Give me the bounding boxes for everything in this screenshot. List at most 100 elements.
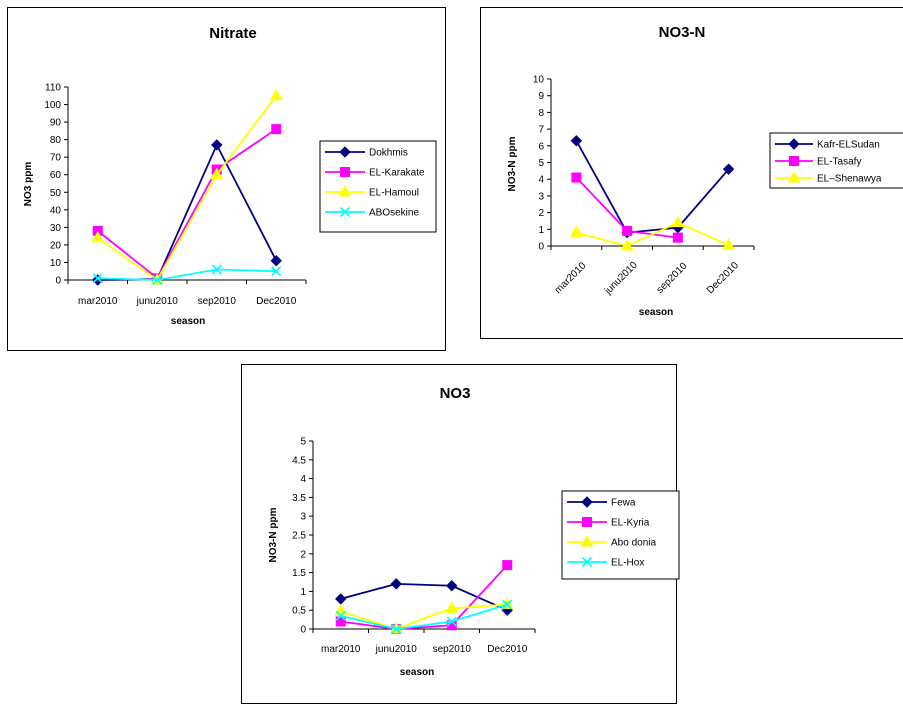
- y-tick-label: 1: [300, 587, 306, 598]
- legend-entry: EL-Hox: [611, 558, 644, 569]
- x-tick-label: mar2010: [78, 296, 118, 307]
- data-point: [270, 254, 282, 267]
- data-point: [570, 225, 583, 238]
- series-el-tasafy: [571, 172, 683, 243]
- legend: Dokhmis EL-Karakate EL-Hamoul ABOsekine: [319, 140, 437, 233]
- data-point: [92, 273, 103, 284]
- series-el-kyria: [335, 560, 513, 634]
- data-point: [570, 135, 583, 147]
- series-line: [340, 603, 508, 630]
- chart-svg: NO3 0 0.5 1 1.5 2 2.5 3 3.5 4 4.5 5 mar2010 junu2010 s…: [268, 385, 680, 678]
- legend-entry: EL-Kyria: [611, 518, 650, 529]
- data-point: [671, 215, 685, 228]
- series-fewa: [335, 578, 513, 616]
- x-tick-label: sep2010: [655, 260, 690, 295]
- series-el-shenawya: [570, 215, 735, 251]
- x-tick-label: Dec2010: [487, 644, 527, 655]
- x-axis-label: season: [639, 307, 673, 318]
- y-tick-label: 50: [50, 188, 62, 199]
- legend-swatch-marker: [339, 146, 351, 158]
- series-line: [340, 564, 508, 630]
- y-tick-label: 5: [300, 437, 306, 448]
- y-tick-label: 80: [50, 135, 62, 146]
- x-axis-label: season: [171, 316, 205, 327]
- y-tick-label: 6: [538, 141, 544, 152]
- legend-swatch-marker: [789, 156, 799, 166]
- y-tick-label: 2.5: [292, 531, 306, 542]
- legend-entry: EL-Karakate: [369, 168, 425, 179]
- series-line: [575, 140, 730, 234]
- y-axis-label: NO3-N ppm: [507, 136, 518, 191]
- chart-svg: Nitrate 0 10 20 30 40 50 60 70 80 90 100 110 mar2010 j…: [23, 25, 437, 327]
- x-tick-label: sep2010: [433, 644, 472, 655]
- data-point: [210, 167, 224, 180]
- legend-box: [561, 490, 680, 580]
- data-point: [446, 580, 458, 592]
- data-point: [335, 616, 346, 627]
- series-el-hox: [335, 599, 513, 635]
- y-tick-label: 110: [45, 83, 61, 94]
- legend-entry: EL-Hamoul: [369, 188, 419, 199]
- y-tick-label: 5: [538, 158, 544, 169]
- data-point: [446, 616, 457, 627]
- y-tick-label: 10: [533, 75, 545, 86]
- series-el-hamoul: [91, 88, 283, 285]
- y-tick-label: 0: [300, 625, 306, 636]
- y-tick-label: 20: [50, 240, 62, 251]
- series-line: [340, 582, 508, 612]
- data-point: [445, 601, 459, 613]
- legend-swatch-marker: [787, 170, 801, 183]
- legend-entry: EL–Shenawya: [817, 174, 882, 185]
- y-tick-label: 1: [538, 225, 544, 236]
- y-axis-label: NO3-N ppm: [268, 507, 279, 562]
- y-tick-label: 4: [300, 474, 306, 485]
- y-tick-label: 3: [300, 512, 306, 523]
- data-point: [335, 593, 347, 605]
- data-point: [211, 139, 223, 151]
- x-tick-label: Dec2010: [705, 260, 741, 296]
- data-point: [334, 604, 348, 616]
- y-tick-label: 1.5: [292, 568, 306, 579]
- no3-chart-panel: NO3 0 0.5 1 1.5 2 2.5 3 3.5 4 4.5 5 mar2010 junu2010 s…: [241, 364, 680, 704]
- data-point: [269, 88, 283, 101]
- chart-title: Nitrate: [209, 25, 257, 42]
- data-point: [152, 274, 163, 286]
- legend-swatch-marker: [339, 206, 351, 218]
- series-line: [97, 95, 277, 282]
- series-line: [576, 221, 729, 247]
- y-tick-label: 0: [55, 276, 61, 287]
- y-tick-label: 2: [538, 208, 544, 219]
- x-tick-label: junu2010: [375, 644, 418, 655]
- data-point: [722, 163, 735, 175]
- y-tick-label: 7: [538, 125, 544, 136]
- series-abosekine: [92, 264, 282, 286]
- chart-svg: NO3-N 0 1 2 3 4 5 6 7 8 9 10 mar2010 junu2010 sep2010 D…: [507, 24, 903, 318]
- x-tick-label: junu2010: [136, 296, 179, 307]
- legend-swatch-marker: [581, 496, 593, 508]
- data-point: [211, 264, 222, 275]
- y-tick-label: 0: [538, 242, 544, 253]
- legend-entry: ABOsekine: [369, 208, 419, 219]
- y-tick-label: 8: [538, 108, 544, 119]
- legend-entry: Fewa: [611, 498, 636, 509]
- y-tick-label: 100: [44, 100, 61, 111]
- y-tick-label: 4: [538, 175, 544, 186]
- data-point: [622, 225, 633, 236]
- y-axis-label: NO3 ppm: [23, 162, 34, 207]
- series-kafr-elsudan: [570, 135, 735, 239]
- chart-title: NO3-N: [659, 24, 706, 41]
- series-dokhmis: [92, 139, 282, 286]
- legend-swatch-marker: [580, 534, 594, 547]
- x-tick-label: mar2010: [553, 260, 589, 296]
- x-axis-label: season: [400, 667, 434, 678]
- legend-entry: Dokhmis: [369, 148, 408, 159]
- no3-n-chart-panel: NO3-N 0 1 2 3 4 5 6 7 8 9 10 mar2010 junu2010 sep2010 D…: [480, 7, 903, 339]
- series-el-karakate: [92, 124, 282, 284]
- data-point: [91, 230, 105, 243]
- data-point: [502, 560, 513, 571]
- y-tick-label: 70: [50, 153, 62, 164]
- y-tick-label: 3: [538, 191, 544, 202]
- data-point: [271, 124, 282, 135]
- x-tick-label: sep2010: [198, 296, 237, 307]
- y-tick-label: 3.5: [292, 493, 306, 504]
